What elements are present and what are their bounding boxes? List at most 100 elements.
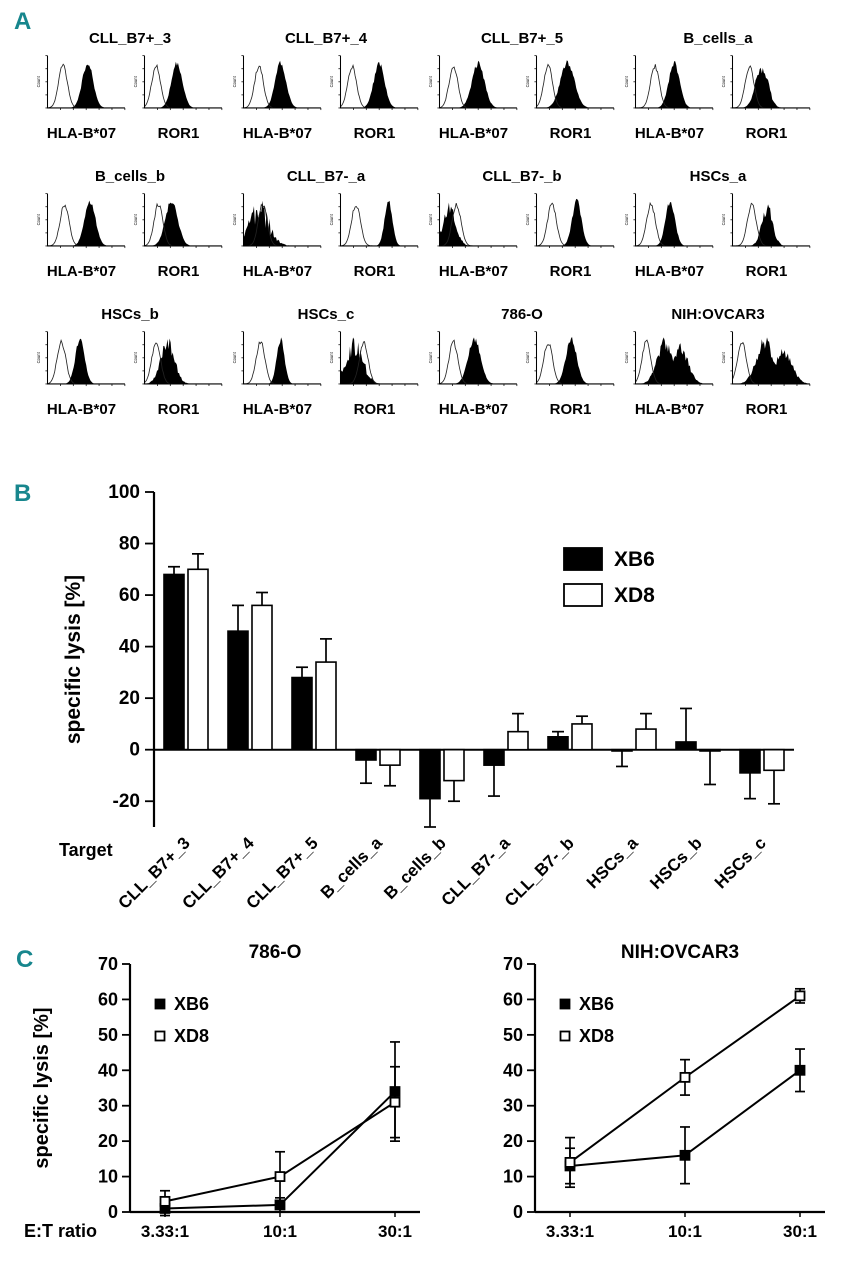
y-tick-label: 80	[119, 534, 140, 555]
flow-marker-label: HLA-B*07	[46, 401, 117, 418]
sample-histogram-fill	[144, 338, 222, 384]
flow-histogram: Count	[721, 331, 810, 387]
flow-sample-title: 786-O	[501, 306, 543, 323]
flow-histogram: Count	[624, 55, 713, 111]
flow-sample-group: CLL_B7+_5 Count HLA-B*07 Count ROR1	[428, 30, 616, 142]
flow-histogram-cell: Count ROR1	[721, 326, 813, 418]
specific-lysis-bar-chart: -20 0 20 40 60 80 100 specific lysis [%] CLL_B7+…	[4, 462, 848, 945]
flow-sample-title: B_cells_b	[94, 168, 166, 185]
flow-histogram: Count	[525, 193, 614, 249]
flow-histogram: Count	[133, 193, 222, 249]
flow-marker-label: ROR1	[745, 125, 788, 142]
hist-count-label: Count	[232, 75, 237, 87]
legend-label-XD8: XD8	[579, 1026, 614, 1046]
flow-histogram: Count	[721, 55, 810, 111]
hist-count-label: Count	[133, 75, 138, 87]
line-chart-NIH-OVCAR3: NIH:OVCAR3 0 10 20 30 40 50 60 70 3.33:1 10:1 30:1 X…	[460, 942, 845, 1265]
hist-count-label: Count	[329, 75, 334, 87]
x-tick-label: 3.33:1	[141, 1222, 189, 1241]
marker-XD8	[794, 990, 806, 1002]
y-axis-label: specific lysis [%]	[31, 1007, 53, 1168]
flow-marker-label: ROR1	[549, 401, 592, 418]
hist-count-label: Count	[36, 213, 41, 225]
bar-XB6	[291, 676, 313, 751]
flow-sample-group: HSCs_c Count HLA-B*07 Count ROR1	[232, 306, 420, 418]
flow-histogram-cell: Count ROR1	[329, 188, 421, 280]
sample-histogram-fill	[243, 337, 321, 384]
y-axis-label: specific lysis [%]	[62, 575, 85, 744]
flow-histogram-cell: Count ROR1	[525, 50, 617, 142]
legend-marker-XB6	[154, 998, 166, 1010]
flow-marker-label: HLA-B*07	[438, 125, 509, 142]
bar-XB6	[675, 741, 697, 751]
bar-XB6	[227, 630, 249, 751]
flow-marker-label: ROR1	[157, 125, 200, 142]
y-tick-label: 30	[98, 1096, 118, 1116]
x-axis-title: Target	[59, 840, 113, 860]
y-tick-label: 20	[503, 1131, 523, 1151]
flow-marker-label: ROR1	[549, 125, 592, 142]
x-tick-label: 30:1	[783, 1222, 817, 1241]
flow-histogram: Count	[525, 331, 614, 387]
sample-histogram-fill	[243, 200, 321, 246]
flow-histogram: Count	[329, 331, 418, 387]
flow-sample-group: CLL_B7+_3 Count HLA-B*07 Count ROR1	[36, 30, 224, 142]
bar-XB6	[547, 736, 569, 751]
hist-count-label: Count	[428, 213, 433, 225]
flow-histogram-cell: Count ROR1	[329, 50, 421, 142]
flow-marker-label: ROR1	[353, 263, 396, 280]
flow-sample-title: CLL_B7+_4	[284, 30, 368, 47]
y-tick-label: 50	[503, 1025, 523, 1045]
flow-histogram: Count	[232, 55, 321, 111]
panel-c-titration: C 786-O 0 10 20 30 40 50 60 70 3.33:1 10:1 30:1 spec…	[0, 940, 848, 1265]
bar-XD8	[635, 728, 657, 751]
flow-marker-label: ROR1	[353, 401, 396, 418]
panel-a-label: A	[14, 8, 32, 35]
flow-histogram-cell: Count HLA-B*07	[232, 188, 324, 280]
y-tick-label: 0	[513, 1202, 523, 1222]
y-tick-label: 20	[98, 1131, 118, 1151]
bar-XD8	[763, 748, 785, 772]
flow-marker-label: HLA-B*07	[242, 263, 313, 280]
flow-sample-group: NIH:OVCAR3 Count HLA-B*07 Count ROR1	[624, 306, 812, 418]
sample-histogram-fill	[144, 202, 222, 246]
sample-histogram-fill	[47, 338, 125, 384]
y-tick-label: 0	[129, 740, 140, 761]
flow-histogram-cell: Count ROR1	[721, 50, 813, 142]
flow-histogram: Count	[329, 193, 418, 249]
bar-XD8	[251, 604, 273, 751]
hist-count-label: Count	[329, 351, 334, 363]
y-tick-label: 70	[98, 954, 118, 974]
hist-count-label: Count	[329, 213, 334, 225]
flow-sample-group: HSCs_a Count HLA-B*07 Count ROR1	[624, 168, 812, 280]
y-tick-label: 70	[503, 954, 523, 974]
hist-count-label: Count	[428, 351, 433, 363]
marker-XD8	[389, 1096, 401, 1108]
flow-marker-label: HLA-B*07	[242, 401, 313, 418]
x-tick-label: 10:1	[668, 1222, 702, 1241]
chart-title: 786-O	[249, 942, 302, 963]
y-tick-label: 40	[119, 637, 140, 658]
marker-XB6	[679, 1149, 691, 1161]
y-tick-label: 30	[503, 1096, 523, 1116]
flow-sample-title: B_cells_a	[683, 30, 753, 47]
flow-sample-title: HSCs_b	[101, 306, 159, 323]
sample-histogram-fill	[47, 64, 125, 108]
y-tick-label: 20	[119, 688, 140, 709]
flow-sample-title: HSCs_a	[689, 168, 747, 185]
sample-histogram-fill	[243, 60, 321, 108]
y-tick-label: -20	[113, 791, 140, 812]
line-chart-786-O: 786-O 0 10 20 30 40 50 60 70 3.33:1 10:1 30:1 specif…	[20, 942, 460, 1265]
flow-marker-label: HLA-B*07	[46, 125, 117, 142]
flow-marker-label: ROR1	[157, 263, 200, 280]
flow-histogram-cell: Count HLA-B*07	[624, 326, 716, 418]
flow-histogram-cell: Count ROR1	[525, 326, 617, 418]
sample-histogram-fill	[732, 204, 810, 246]
legend-label-XB6: XB6	[579, 994, 614, 1014]
y-tick-label: 50	[98, 1025, 118, 1045]
flow-histogram-cell: Count ROR1	[133, 188, 225, 280]
bar-XB6	[739, 748, 761, 774]
hist-count-label: Count	[721, 213, 726, 225]
legend-marker-XD8	[559, 1030, 571, 1042]
